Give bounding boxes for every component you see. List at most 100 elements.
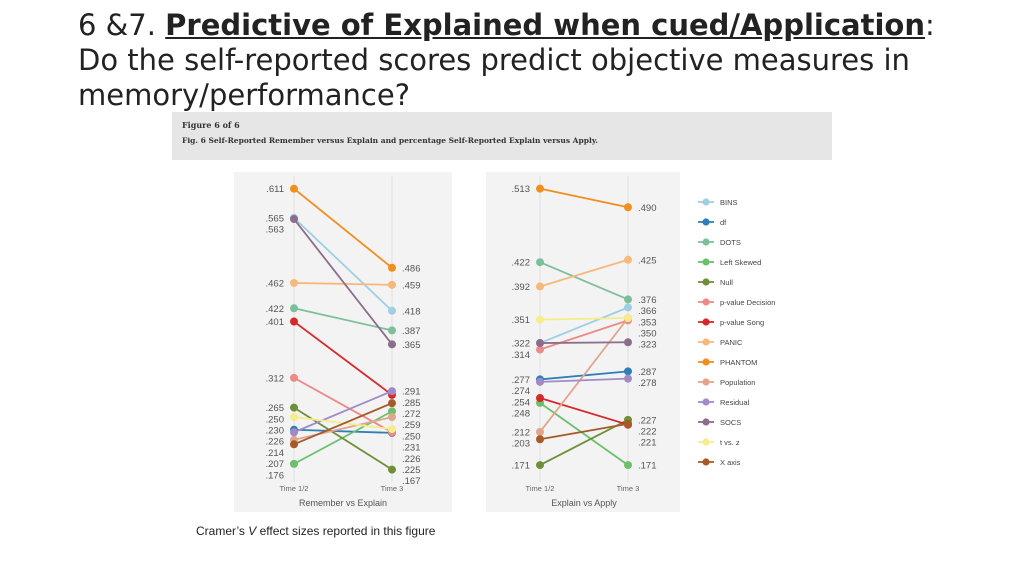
point-1-x-axis-t3 xyxy=(388,399,396,408)
value-label-1-phantom-t1: .611 xyxy=(266,184,284,195)
legend-marker-panic xyxy=(702,338,710,346)
point-1-residual-t3 xyxy=(388,387,396,396)
legend-marker-df xyxy=(702,218,710,226)
point-1-dots-t1 xyxy=(290,304,298,313)
value-label-1-panic-t3: .459 xyxy=(402,280,421,291)
value-label-1-t-vs-z-t3: .231 xyxy=(402,443,421,454)
legend-marker-p-value-song xyxy=(702,318,710,326)
series-line-2-bins xyxy=(539,306,629,344)
value-label-1-p-value-song-t1: .401 xyxy=(266,317,285,328)
legend-marker-x-axis xyxy=(702,458,710,466)
value-label-1-p-value-song-t3: .285 xyxy=(402,398,421,409)
point-2-residual-t1 xyxy=(536,377,544,386)
point-2-phantom-t1 xyxy=(536,184,544,193)
point-1-population-t3 xyxy=(388,413,396,422)
point-1-p-value-decision-t1 xyxy=(290,373,298,382)
series-line-1-residual xyxy=(293,390,393,434)
x-tick-2-2: Time 3 xyxy=(617,484,640,493)
value-label-2-phantom-t1: .513 xyxy=(512,184,531,195)
figure-number: Figure 6 of 6 xyxy=(182,120,240,130)
point-2-p-value-song-t1 xyxy=(536,394,544,403)
legend-label-phantom: PHANTOM xyxy=(720,358,757,367)
series-line-1-dots xyxy=(293,307,393,332)
value-label-2-left-skewed-t1: .248 xyxy=(512,409,531,420)
legend-marker-p-value-decision xyxy=(702,298,710,306)
point-1-bins-t3 xyxy=(388,306,396,315)
value-label-1-population-t3: .250 xyxy=(402,431,421,442)
point-2-phantom-t3 xyxy=(624,203,632,212)
value-label-2-panic-t1: .392 xyxy=(512,282,531,293)
series-line-1-socs xyxy=(293,218,393,345)
legend-label-x-axis: X axis xyxy=(720,458,741,467)
value-label-1-x-axis-t3: .272 xyxy=(402,409,421,420)
value-label-2-phantom-t3: .490 xyxy=(638,203,657,214)
title-rest: : Do the self-reported scores predict ob… xyxy=(78,8,935,112)
value-label-1-bins-t1: .565 xyxy=(266,213,285,224)
value-label-1-residual-t1: .226 xyxy=(266,437,285,448)
series-line-1-null xyxy=(293,406,393,471)
value-label-2-t-vs-z-t1: .351 xyxy=(512,315,531,326)
footnote-pre: Cramer’s xyxy=(196,524,249,538)
value-label-2-null-t1: .171 xyxy=(512,461,531,472)
point-1-null-t1 xyxy=(290,403,298,412)
series-line-2-x-axis xyxy=(539,422,629,441)
legend-marker-population xyxy=(702,378,710,386)
value-label-2-df-t1: .277 xyxy=(512,375,531,386)
value-label-1-phantom-t3: .486 xyxy=(402,263,421,274)
legend-marker-t-vs-z xyxy=(702,438,710,446)
point-2-residual-t3 xyxy=(624,374,632,383)
value-label-2-residual-t1: .274 xyxy=(512,386,531,397)
value-label-2-p-value-decision-t3: .350 xyxy=(638,329,657,340)
value-label-1-dots-t3: .387 xyxy=(402,326,421,337)
figure-caption: Fig. 6 Self-Reported Remember versus Exp… xyxy=(182,136,598,145)
legend-label-socs: SOCS xyxy=(720,418,741,427)
series-line-2-socs xyxy=(539,341,629,344)
title-bold: Predictive of Explained when cued/Applic… xyxy=(165,8,925,42)
point-2-null-t1 xyxy=(536,461,544,470)
legend-label-panic: PANIC xyxy=(720,338,743,347)
value-label-1-residual-t3: .291 xyxy=(402,387,421,398)
value-label-1-p-value-decision-t1: .312 xyxy=(266,373,285,384)
series-line-2-null xyxy=(539,419,629,466)
point-2-p-value-decision-t1 xyxy=(536,345,544,354)
legend-label-left-skewed: Left Skewed xyxy=(720,258,761,267)
legend-marker-phantom xyxy=(702,358,710,366)
series-line-1-phantom xyxy=(293,187,393,269)
point-2-socs-t1 xyxy=(536,339,544,348)
legend-label-null: Null xyxy=(720,278,733,287)
value-label-2-bins-t1: .322 xyxy=(512,339,531,350)
legend-label-population: Population xyxy=(720,378,755,387)
point-1-x-axis-t1 xyxy=(290,440,298,449)
slide-title: 6 &7. Predictive of Explained when cued/… xyxy=(78,8,978,113)
point-2-x-axis-t1 xyxy=(536,435,544,444)
x-tick-1-1: Time 1/2 xyxy=(280,484,309,493)
value-label-1-panic-t1: .462 xyxy=(266,278,285,289)
point-1-left-skewed-t1 xyxy=(290,459,298,468)
series-line-1-p-value-decision xyxy=(293,377,393,434)
value-label-1-left-skewed-t1: .176 xyxy=(266,470,285,481)
series-line-1-bins xyxy=(293,217,393,312)
point-2-df-t3 xyxy=(624,367,632,376)
value-label-1-null-t1: .265 xyxy=(266,403,285,414)
value-label-1-dots-t1: .422 xyxy=(266,304,285,315)
series-line-1-panic xyxy=(293,282,393,286)
value-label-1-null-t3: .167 xyxy=(402,476,421,487)
value-label-2-null-t3: .227 xyxy=(638,415,657,426)
series-line-2-panic xyxy=(539,258,629,288)
point-1-residual-t1 xyxy=(290,428,298,437)
value-label-2-x-axis-t1: .203 xyxy=(512,439,531,450)
value-label-2-panic-t3: .425 xyxy=(638,255,657,266)
value-label-1-t-vs-z-t1: .250 xyxy=(266,414,285,425)
point-2-t-vs-z-t1 xyxy=(536,315,544,324)
legend-marker-socs xyxy=(702,418,710,426)
value-label-1-socs-t3: .365 xyxy=(402,340,421,351)
value-label-2-socs-t3: .323 xyxy=(638,340,657,351)
footnote-post: effect sizes reported in this figure xyxy=(256,524,436,538)
legend-label-dots: DOTS xyxy=(720,238,741,247)
point-2-dots-t3 xyxy=(624,295,632,304)
point-2-left-skewed-t3 xyxy=(624,461,632,470)
point-1-dots-t3 xyxy=(388,326,396,335)
point-1-left-skewed-t3 xyxy=(388,407,396,416)
point-2-x-axis-t3 xyxy=(624,419,632,428)
legend-label-p-value-decision: p-value Decision xyxy=(720,298,775,307)
